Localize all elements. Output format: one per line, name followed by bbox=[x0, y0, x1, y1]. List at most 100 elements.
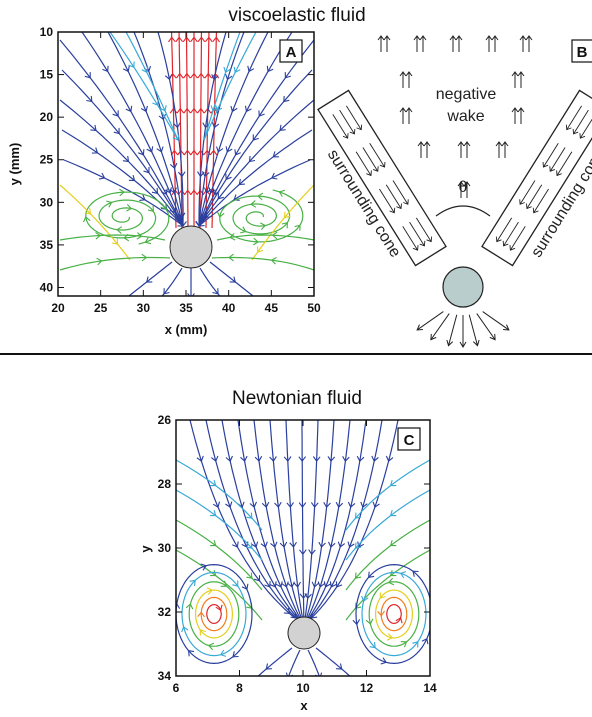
streamline-arrow bbox=[248, 155, 256, 163]
streamline-arrow bbox=[323, 581, 331, 588]
streamline-arrow bbox=[240, 226, 247, 234]
streamline-arrow bbox=[141, 66, 149, 74]
streamline-arrow bbox=[183, 107, 191, 114]
streamline-arrow bbox=[271, 231, 278, 240]
streamline bbox=[251, 184, 314, 261]
streamline-arrow bbox=[252, 134, 259, 141]
streamline-arrow bbox=[354, 542, 362, 549]
wake-arrow-head bbox=[383, 35, 391, 41]
cone-arrow bbox=[566, 105, 582, 130]
cone-rect bbox=[317, 89, 447, 267]
streamline-arrow bbox=[279, 541, 288, 548]
streamline bbox=[59, 256, 171, 271]
streamline bbox=[176, 459, 263, 531]
fan-arrow bbox=[482, 311, 510, 331]
y-tick-label: 35 bbox=[40, 238, 54, 252]
streamline-arrow bbox=[260, 222, 267, 230]
streamline-arrow bbox=[177, 171, 186, 178]
streamline bbox=[189, 420, 296, 619]
streamline-arrow bbox=[412, 570, 419, 577]
cone-arrow bbox=[346, 105, 362, 130]
cone-rect bbox=[481, 89, 592, 267]
streamline-arrow bbox=[240, 455, 248, 463]
streamline-arrow bbox=[286, 502, 294, 509]
streamline-arrow bbox=[253, 237, 259, 246]
streamline-arrow bbox=[111, 238, 119, 245]
wake-arrow-head bbox=[457, 181, 465, 187]
streamline-arrow bbox=[385, 455, 394, 462]
streamline-arrow bbox=[147, 205, 154, 213]
streamline-arrow bbox=[119, 188, 125, 197]
y-tick-label: 25 bbox=[40, 153, 54, 167]
streamline-arrow bbox=[269, 456, 277, 462]
streamline-arrow bbox=[238, 178, 245, 186]
streamline-arrow bbox=[190, 107, 198, 114]
streamline-arrow bbox=[183, 149, 192, 156]
panel-c: 6 8 10 12 14 26 28 30 32 34 C x y bbox=[138, 413, 437, 713]
streamline-arrow bbox=[246, 542, 253, 549]
streamline bbox=[176, 519, 263, 591]
streamline-arrow bbox=[335, 581, 343, 588]
streamline-arrow bbox=[258, 110, 265, 117]
streamline-arrow bbox=[275, 581, 283, 588]
streamline bbox=[211, 256, 314, 271]
x-tick-label: 12 bbox=[360, 681, 374, 695]
streamline-arrow bbox=[386, 633, 394, 641]
streamline bbox=[307, 649, 320, 676]
streamline-arrow bbox=[232, 651, 239, 658]
streamline-arrow bbox=[352, 619, 361, 626]
streamline-arrow bbox=[228, 253, 234, 262]
x-tick-label: 8 bbox=[236, 681, 243, 695]
streamline bbox=[216, 234, 314, 241]
x-tick-label: 35 bbox=[179, 301, 193, 315]
streamline-arrow bbox=[270, 172, 278, 180]
streamline bbox=[63, 159, 184, 227]
wake-arrow-head bbox=[405, 71, 413, 77]
streamline-arrow bbox=[308, 549, 316, 556]
streamline-arrow bbox=[293, 581, 301, 588]
streamline-arrow bbox=[230, 105, 238, 113]
panel-b-letter: B bbox=[577, 44, 588, 61]
streamline-arrow bbox=[176, 602, 181, 609]
streamline-arrow bbox=[215, 604, 223, 612]
streamline-arrow bbox=[176, 107, 185, 114]
streamline-arrow bbox=[197, 36, 206, 43]
streamline-arrow bbox=[173, 122, 181, 129]
streamline-arrow bbox=[254, 455, 263, 463]
bottom-title: Newtonian fluid bbox=[232, 388, 362, 409]
streamline bbox=[307, 420, 351, 619]
streamline-arrow bbox=[211, 455, 219, 462]
streamline-arrow bbox=[168, 36, 176, 43]
streamline bbox=[59, 234, 166, 241]
streamline-arrow bbox=[284, 211, 291, 219]
streamline-arrow bbox=[369, 642, 376, 649]
cone-arrow bbox=[385, 184, 402, 209]
streamline-arrow bbox=[181, 626, 189, 633]
streamline-arrow bbox=[156, 146, 164, 153]
wake-arrow-head bbox=[519, 35, 527, 41]
streamline-arrow bbox=[151, 187, 159, 195]
streamline-arrow bbox=[269, 581, 277, 588]
streamline-arrow bbox=[197, 72, 205, 79]
streamline bbox=[185, 32, 189, 229]
streamline-arrow bbox=[86, 95, 93, 103]
cone-arrow bbox=[543, 142, 559, 168]
streamline bbox=[269, 420, 302, 619]
streamline bbox=[198, 129, 313, 227]
panel-b-schematic bbox=[317, 35, 592, 348]
panel-b-sphere bbox=[442, 266, 484, 308]
fan-arrow bbox=[430, 313, 450, 341]
streamline-arrow bbox=[377, 610, 385, 617]
streamline-arrow bbox=[175, 36, 184, 43]
streamline-arrow bbox=[389, 540, 397, 547]
streamline-arrow bbox=[229, 276, 237, 283]
streamline-arrow bbox=[206, 587, 214, 595]
panel-b: negative wake θ surrounding cone surroun… bbox=[317, 35, 592, 348]
panel-c-streamlines bbox=[176, 420, 430, 676]
streamline-arrow bbox=[318, 541, 326, 548]
streamline-arrow bbox=[310, 502, 319, 509]
wake-arrow-head bbox=[423, 141, 431, 147]
streamline-arrow bbox=[212, 36, 220, 43]
cone-arrow bbox=[362, 147, 379, 172]
streamline-arrow bbox=[144, 237, 152, 245]
